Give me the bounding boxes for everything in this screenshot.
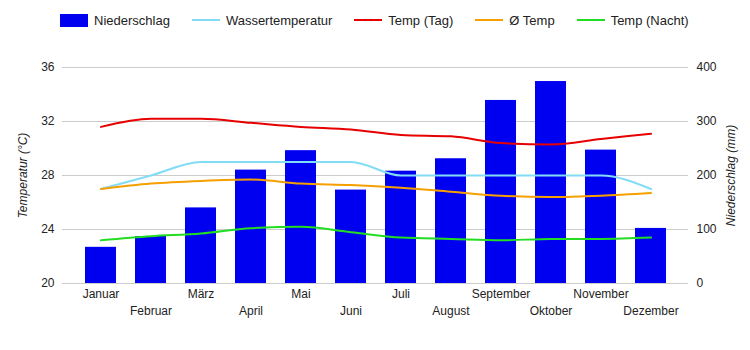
svg-text:März: März xyxy=(188,287,215,301)
svg-text:20: 20 xyxy=(41,276,55,290)
svg-text:April: April xyxy=(239,304,263,318)
html-text:Ø Temp: Ø Temp xyxy=(509,12,555,28)
svg-text:September: September xyxy=(472,287,531,301)
svg-text:Dezember: Dezember xyxy=(623,304,678,318)
svg-text:Januar: Januar xyxy=(83,287,120,301)
html-text:Niederschlag: Niederschlag xyxy=(94,12,170,28)
svg-text:100: 100 xyxy=(697,222,717,236)
svg-text:Temperatur (°C): Temperatur (°C) xyxy=(16,133,30,219)
svg-text:Oktober: Oktober xyxy=(530,304,573,318)
svg-text:300: 300 xyxy=(697,114,717,128)
svg-text:24: 24 xyxy=(41,222,55,236)
svg-text:Juli: Juli xyxy=(392,287,410,301)
svg-text:Februar: Februar xyxy=(130,304,172,318)
html-text:Wassertemperatur: Wassertemperatur xyxy=(225,12,333,28)
svg-text:August: August xyxy=(432,304,470,318)
html-text:Temp (Nacht): Temp (Nacht) xyxy=(610,12,689,28)
svg-text:November: November xyxy=(573,287,628,301)
svg-text:400: 400 xyxy=(697,60,717,74)
svg-text:Mai: Mai xyxy=(291,287,310,301)
svg-text:32: 32 xyxy=(41,114,55,128)
html-text:Temp (Tag): Temp (Tag) xyxy=(388,12,454,28)
svg-text:36: 36 xyxy=(41,60,55,74)
svg-text:200: 200 xyxy=(697,168,717,182)
svg-text:Niederschlag (mm): Niederschlag (mm) xyxy=(724,125,738,226)
svg-text:Juni: Juni xyxy=(340,304,362,318)
svg-text:28: 28 xyxy=(41,168,55,182)
svg-text:0: 0 xyxy=(697,276,704,290)
